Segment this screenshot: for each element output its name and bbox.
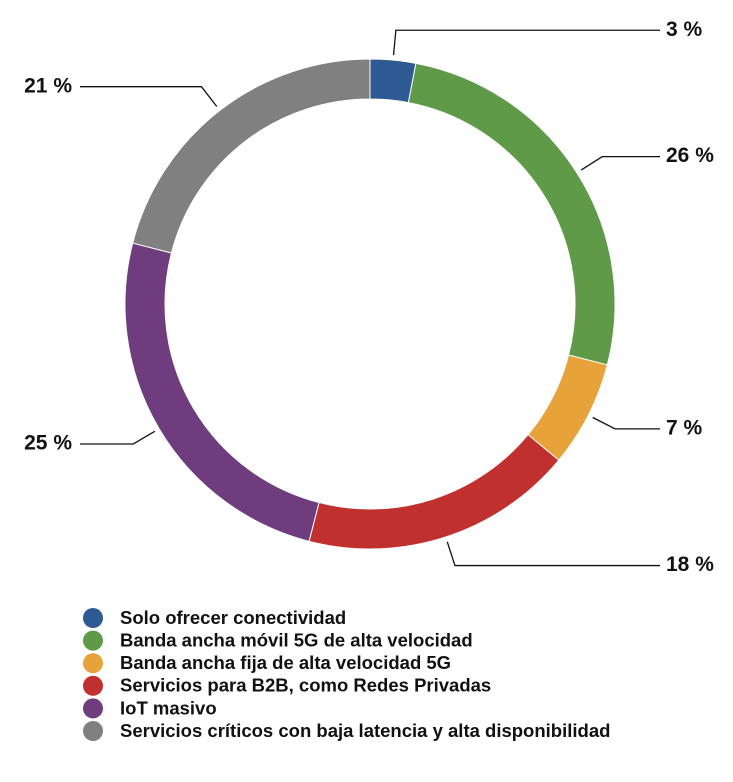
data-label: 25 % xyxy=(24,432,72,455)
legend-label: Servicios críticos con baja latencia y a… xyxy=(120,720,610,741)
data-label: 21 % xyxy=(24,74,72,97)
leader-line xyxy=(80,430,156,445)
legend-marker xyxy=(83,608,103,628)
leader-line xyxy=(592,416,660,430)
donut-segment xyxy=(407,62,616,366)
leader-line xyxy=(446,541,660,567)
legend-label: IoT masivo xyxy=(120,697,217,718)
legend-marker xyxy=(83,653,103,674)
donut-segment xyxy=(369,58,417,104)
leader-line xyxy=(80,86,218,107)
data-label: 7 % xyxy=(666,416,703,439)
legend-marker xyxy=(83,630,103,651)
legend-label: Banda ancha móvil 5G de alta velocidad xyxy=(120,629,473,650)
legend-label: Solo ofrecer conectividad xyxy=(120,607,346,628)
donut-segment xyxy=(308,433,560,550)
leader-line xyxy=(392,29,660,56)
donut-segment xyxy=(124,242,320,542)
legend-label: Servicios para B2B, como Redes Privadas xyxy=(120,675,491,696)
legend-marker xyxy=(83,721,103,741)
donut-segment xyxy=(132,58,371,254)
legend-marker xyxy=(83,675,103,696)
data-label: 18 % xyxy=(666,553,714,576)
legend-label: Banda ancha fija de alta velocidad 5G xyxy=(120,652,451,673)
data-label: 3 % xyxy=(666,18,703,41)
data-label: 26 % xyxy=(666,144,714,167)
leader-line xyxy=(580,155,660,171)
legend-marker xyxy=(83,698,103,719)
